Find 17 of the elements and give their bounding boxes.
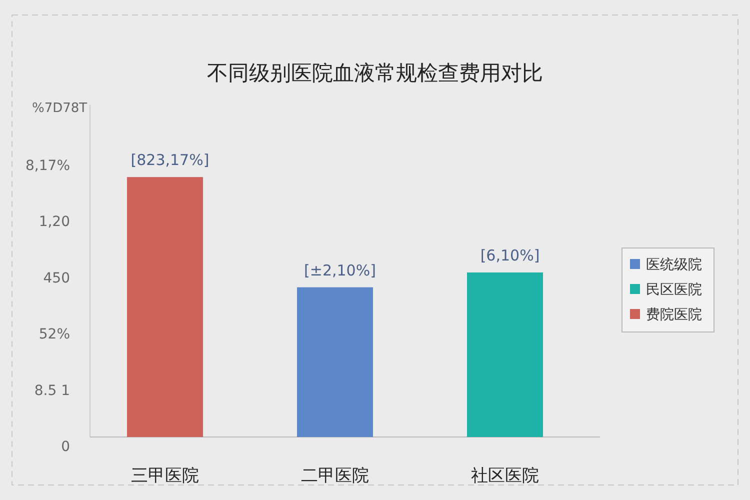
text: 8,17% bbox=[26, 158, 70, 174]
text: 8.5 1 bbox=[34, 382, 70, 399]
y-axis-title: %7D78T bbox=[32, 101, 88, 116]
text: 450 bbox=[43, 270, 70, 286]
chart-title: 不同级别医院血液常规检查费用对比 bbox=[207, 61, 543, 85]
annotation: [±2,10%] bbox=[304, 261, 376, 280]
x-tick-label: 二甲医院 bbox=[301, 466, 369, 486]
x-tick-label: 社区医院 bbox=[471, 466, 539, 486]
legend-label: 费院医院 bbox=[646, 307, 702, 323]
text: 52% bbox=[38, 326, 70, 343]
legend-label: 民区医院 bbox=[646, 282, 702, 298]
text: 0 bbox=[61, 439, 70, 455]
text: 1,20 bbox=[38, 214, 70, 230]
text: [823,17%] bbox=[130, 151, 210, 170]
annotation: [6,10%] bbox=[480, 246, 540, 264]
x-tick-label: 三甲医院 bbox=[131, 466, 199, 486]
legend-label: 医统级院 bbox=[646, 257, 702, 273]
